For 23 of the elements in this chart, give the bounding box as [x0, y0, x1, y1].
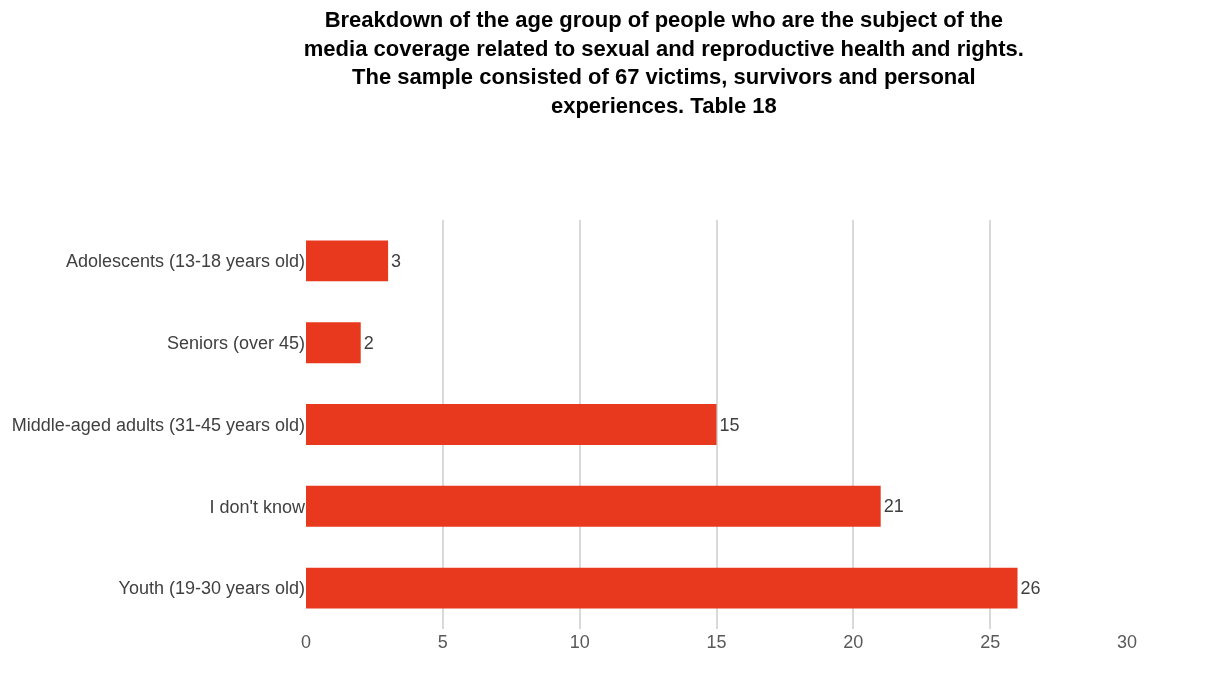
- data-label: 15: [719, 414, 740, 435]
- data-label: 2: [363, 332, 374, 353]
- y-tick-label: Middle-aged adults (31-45 years old): [11, 414, 305, 435]
- x-tick-label: 15: [706, 632, 727, 652]
- x-tick-label: 0: [300, 632, 312, 652]
- bar: [306, 567, 1018, 609]
- bar: [306, 485, 881, 527]
- x-tick-label: 25: [980, 632, 1001, 652]
- y-tick-label: I don't know: [209, 496, 306, 517]
- x-tick-label: 20: [843, 632, 864, 652]
- x-tick-label: 5: [437, 632, 448, 652]
- bar: [306, 322, 361, 364]
- data-label: 26: [1020, 578, 1041, 599]
- data-label: 21: [883, 496, 904, 517]
- x-tick-label: 30: [1116, 632, 1138, 652]
- bar: [306, 240, 389, 282]
- x-tick-label: 10: [569, 632, 590, 652]
- bar: [306, 404, 717, 445]
- data-label: 3: [391, 250, 402, 271]
- y-tick-label: Adolescents (13-18 years old): [65, 251, 305, 272]
- y-tick-label: Seniors (over 45): [166, 333, 305, 353]
- chart-title: Breakdown of the age group of people who are the subject of the media coverage related to sexual and reproductive health and rights. The sample consisted of 67 victims, survivors and personal experiences. Table 18: [303, 7, 1024, 118]
- y-tick-label: Youth (19-30 years old): [118, 578, 305, 599]
